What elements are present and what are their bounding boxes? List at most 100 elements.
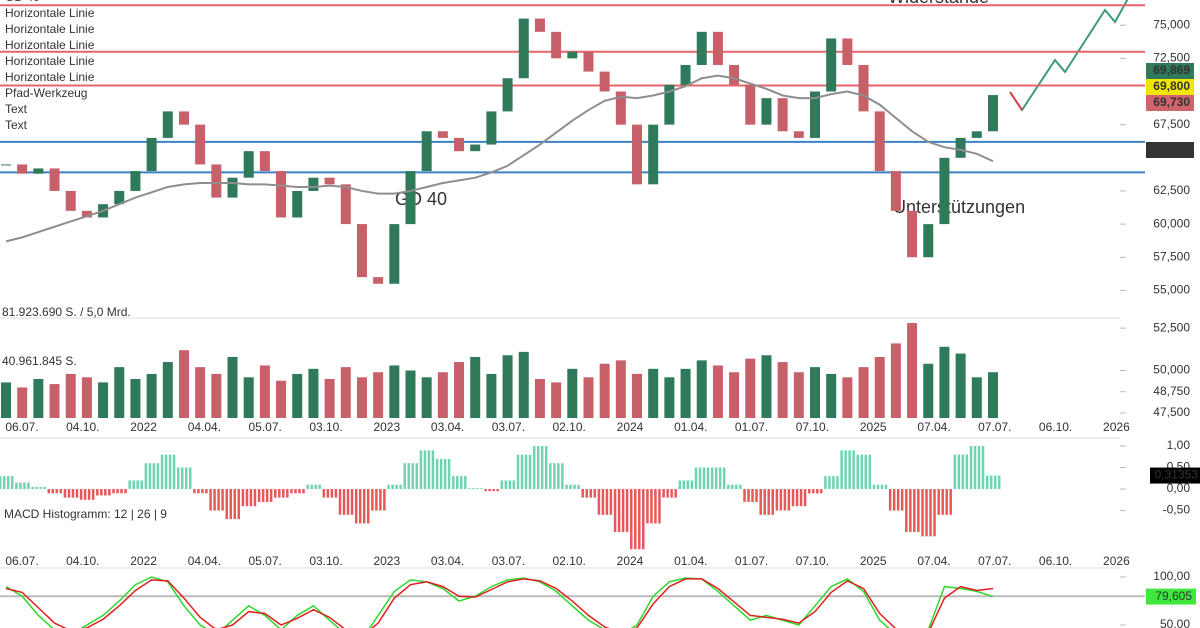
macd-bar bbox=[601, 489, 605, 515]
candle bbox=[211, 164, 222, 198]
macd-bar bbox=[613, 489, 617, 533]
x-tick-label: 05.07. bbox=[249, 554, 282, 568]
macd-bar bbox=[488, 489, 491, 492]
annotation: Widerstände bbox=[888, 0, 989, 7]
volume-bar bbox=[939, 346, 950, 418]
candle bbox=[178, 111, 189, 125]
macd-bar bbox=[714, 467, 718, 490]
macd-bar bbox=[524, 454, 528, 490]
legend-entry: Horizontale Linie bbox=[5, 6, 95, 20]
price-label: 69,800 bbox=[1146, 79, 1194, 95]
macd-bar bbox=[694, 467, 698, 490]
macd-bar bbox=[658, 489, 661, 524]
macd-bar bbox=[346, 489, 350, 515]
macd-bar bbox=[852, 450, 855, 490]
price-label-box bbox=[1146, 95, 1194, 111]
volume-bar bbox=[826, 373, 837, 418]
volume-bar bbox=[276, 380, 287, 418]
volume-bar bbox=[65, 373, 76, 418]
volume-bar bbox=[890, 343, 901, 418]
volume-bar bbox=[696, 360, 707, 418]
macd-bar bbox=[905, 489, 908, 533]
volume-bar bbox=[599, 363, 610, 418]
macd-bar bbox=[686, 480, 690, 490]
volume-text: 81.923.690 S. / 5,0 Mrd. bbox=[2, 305, 131, 319]
x-tick-label: 03.07. bbox=[492, 554, 525, 568]
macd-bar bbox=[561, 463, 564, 490]
macd-bar bbox=[156, 463, 160, 490]
x-tick-label: 02.10. bbox=[553, 420, 586, 434]
candle bbox=[599, 71, 610, 92]
macd-bar bbox=[654, 489, 657, 524]
volume-bar bbox=[162, 362, 173, 418]
macd-bar bbox=[484, 489, 487, 492]
stochastic-line bbox=[5, 578, 994, 628]
x-tick-label: 03.04. bbox=[431, 554, 464, 568]
candle bbox=[567, 51, 578, 59]
y-tick-label: 47,500 bbox=[1153, 405, 1190, 419]
x-tick-label: 07.04. bbox=[917, 554, 950, 568]
x-tick-label: 2026 bbox=[1103, 420, 1130, 434]
macd-bar bbox=[876, 484, 880, 490]
candle bbox=[551, 31, 562, 59]
macd-bar bbox=[969, 446, 973, 490]
macd-bar bbox=[395, 484, 398, 490]
price-label-text: 69,730 bbox=[1153, 95, 1190, 109]
volume-bar bbox=[648, 368, 659, 418]
candle bbox=[858, 64, 869, 112]
macd-bar bbox=[848, 450, 851, 490]
macd-bar bbox=[423, 450, 427, 490]
candle bbox=[826, 38, 837, 92]
macd-bar bbox=[674, 489, 677, 498]
macd-bar bbox=[124, 489, 127, 494]
candle bbox=[486, 111, 497, 145]
candle bbox=[49, 168, 60, 191]
macd-bar bbox=[205, 489, 208, 494]
macd-bar bbox=[379, 489, 382, 511]
macd-bar bbox=[0, 476, 2, 490]
macd-bar bbox=[411, 463, 414, 490]
macd-bar bbox=[569, 484, 572, 490]
volume-bar bbox=[907, 323, 918, 418]
macd-bar bbox=[144, 463, 148, 490]
macd-bar bbox=[447, 458, 451, 490]
macd-bar bbox=[375, 489, 378, 511]
candle bbox=[664, 84, 675, 125]
macd-bar bbox=[298, 489, 301, 494]
macd-bar bbox=[739, 484, 742, 490]
macd-bar bbox=[140, 480, 143, 490]
macd-bar bbox=[100, 489, 103, 496]
macd-bar bbox=[816, 489, 819, 494]
macd-bar bbox=[872, 484, 876, 490]
volume-bar bbox=[955, 353, 966, 418]
macd-bar bbox=[808, 489, 811, 494]
volume-bar bbox=[777, 362, 788, 418]
price-label-box bbox=[1146, 79, 1194, 95]
macd-bar bbox=[217, 489, 220, 511]
legend-entry: GD 40 bbox=[5, 0, 40, 4]
macd-bar bbox=[528, 454, 532, 490]
macd-bar bbox=[112, 489, 115, 494]
x-tick-label: 01.07. bbox=[735, 554, 768, 568]
macd-bar bbox=[892, 489, 896, 511]
macd-bar bbox=[342, 489, 346, 515]
price-label-text: 69,869 bbox=[1153, 63, 1190, 77]
macd-bar bbox=[900, 489, 904, 511]
volume-bar bbox=[745, 358, 756, 418]
macd-bar bbox=[743, 489, 746, 502]
macd-bar bbox=[973, 446, 977, 490]
volume-bar bbox=[971, 377, 982, 418]
macd-bar bbox=[79, 489, 83, 500]
macd-bar bbox=[625, 489, 629, 533]
macd-bar bbox=[500, 480, 504, 490]
price-label: 64,751 bbox=[1146, 142, 1194, 158]
candle bbox=[696, 31, 707, 65]
volume-bar bbox=[615, 360, 626, 418]
macd-bar bbox=[945, 489, 948, 515]
x-tick-label: 2024 bbox=[617, 420, 644, 434]
volume-bar bbox=[146, 373, 157, 418]
stochastic-line bbox=[5, 576, 994, 628]
candle bbox=[308, 177, 319, 191]
macd-bar bbox=[706, 467, 710, 490]
macd-bar bbox=[492, 489, 495, 492]
